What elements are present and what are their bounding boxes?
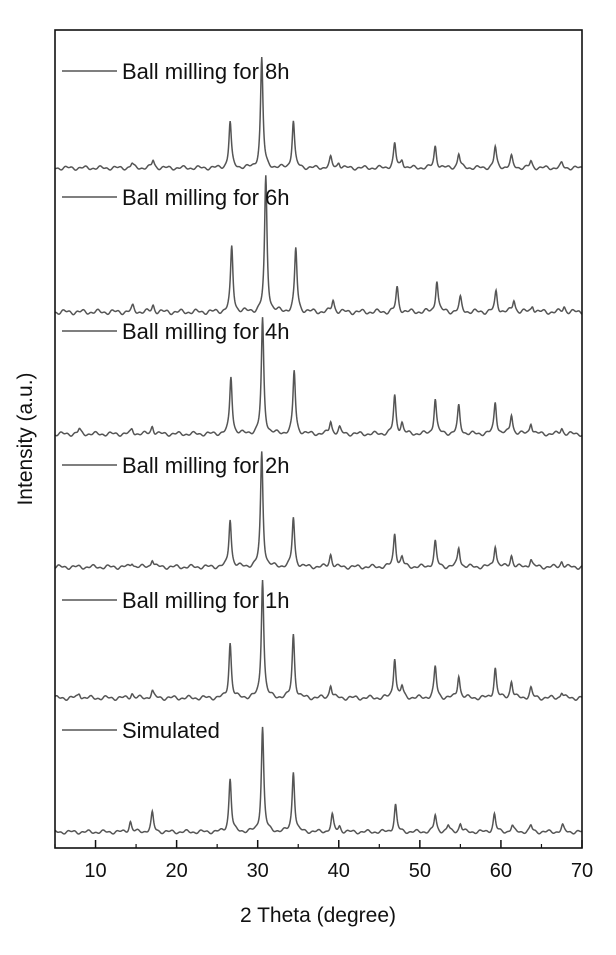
x-tick-label: 20: [165, 860, 187, 882]
legend-label: Ball milling for 2h: [122, 453, 290, 478]
series-line: [54, 317, 583, 437]
panel-group: Ball milling for 8h Ball milling for 6h Ba…: [54, 57, 583, 835]
legend-label: Ball milling for 6h: [122, 185, 290, 210]
series-0: Ball milling for 8h: [54, 57, 583, 171]
x-axis-ticks: 10 20 30 40 50 60 70: [54, 840, 593, 882]
plot-frame: [54, 29, 583, 849]
series-line: [54, 175, 583, 316]
series-line: [54, 451, 583, 571]
legend-label: Simulated: [122, 718, 220, 743]
x-tick-label: 50: [409, 860, 431, 882]
x-tick-label: 70: [571, 860, 593, 882]
legend-label: Ball milling for 4h: [122, 319, 290, 344]
series-line: [54, 579, 583, 702]
legend-label: Ball milling for 1h: [122, 588, 290, 613]
series-2: Ball milling for 4h: [54, 317, 583, 437]
x-tick-label: 10: [84, 860, 106, 882]
y-axis-title: Intensity (a.u.): [14, 372, 37, 505]
series-4: Ball milling for 1h: [54, 579, 583, 702]
x-tick-label: 30: [247, 860, 269, 882]
series-1: Ball milling for 6h: [54, 175, 583, 316]
series-line: [54, 726, 583, 835]
x-axis-title: 2 Theta (degree): [240, 904, 396, 927]
series-3: Ball milling for 2h: [54, 451, 583, 571]
legend-label: Ball milling for 8h: [122, 59, 290, 84]
series-5: Simulated: [54, 718, 583, 835]
x-tick-label: 60: [490, 860, 512, 882]
x-tick-label: 40: [328, 860, 350, 882]
series-line: [54, 57, 583, 171]
